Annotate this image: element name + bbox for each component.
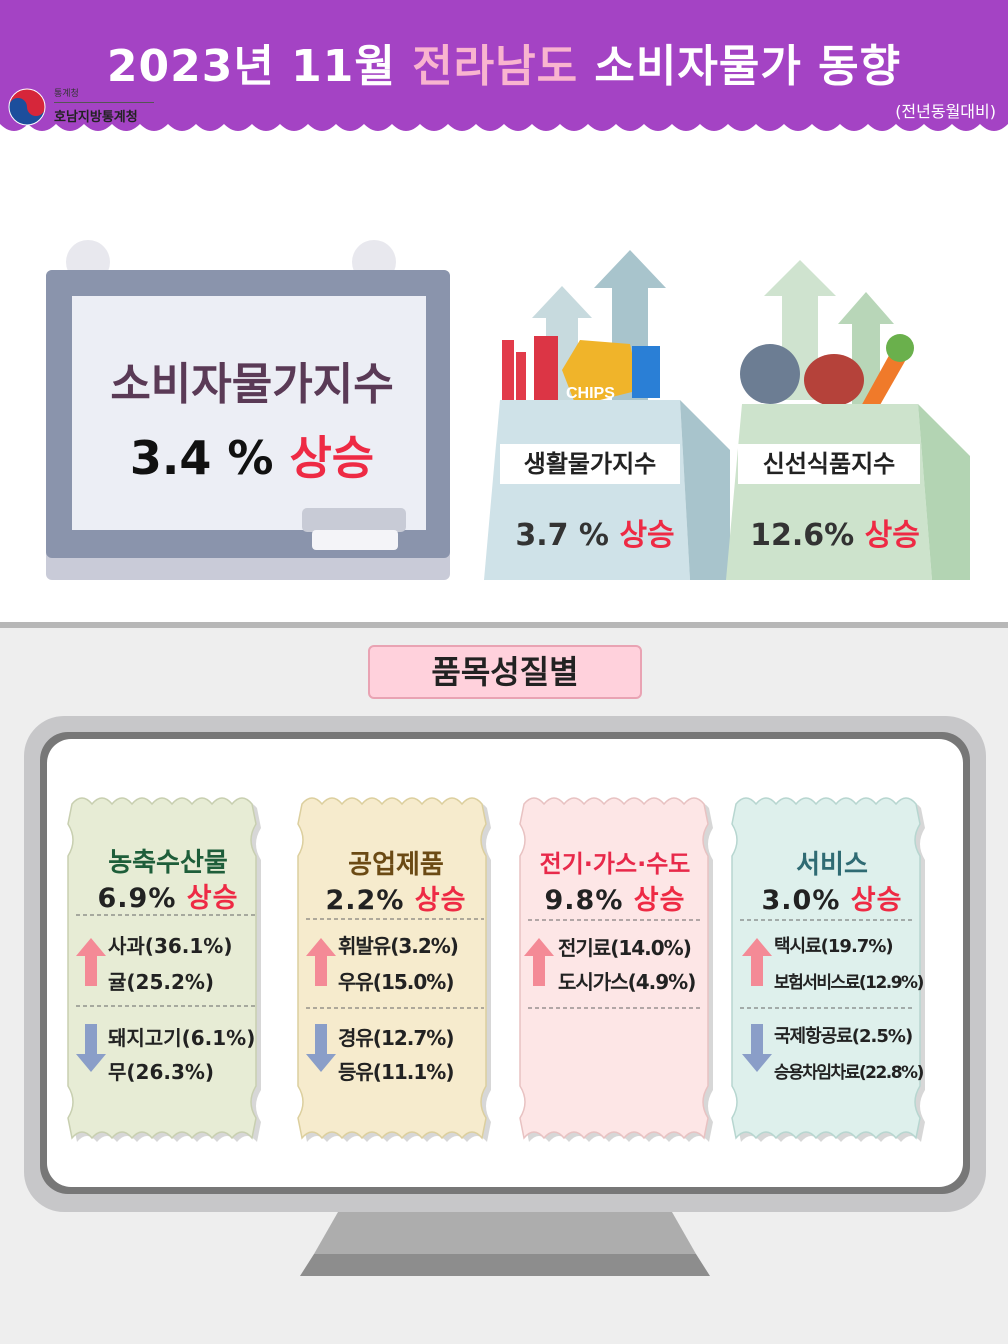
title-region: 전라남도 (412, 41, 579, 92)
rise-arrow-icon (742, 938, 772, 986)
category-name: 농축수산물 (108, 848, 228, 878)
category-name: 서비스 (796, 850, 868, 880)
fall-arrow-icon (742, 1024, 772, 1072)
rising-item: 귤(25.2%) (108, 970, 215, 994)
category-rate: 3.0% 상승 (761, 885, 903, 916)
rise-arrow-icon (306, 938, 336, 986)
falling-item: 무(26.3%) (108, 1060, 215, 1084)
living-cpi-value: 3.7 % 상승 (515, 518, 675, 553)
falling-item: 승용차임차료(22.8%) (774, 1063, 924, 1083)
rising-item: 도시가스(4.9%) (558, 970, 696, 994)
category-name: 전기·가스·수도 (539, 850, 691, 878)
category-name: 공업제품 (348, 850, 444, 880)
taegeuk-logo-icon (8, 88, 46, 126)
logo-divider (54, 102, 154, 103)
falling-item: 돼지고기(6.1%) (108, 1026, 256, 1050)
header-background (0, 0, 1008, 131)
chips-label: CHIPS (566, 385, 615, 402)
living-cpi-label: 생활물가지수 (500, 444, 680, 484)
rising-item: 보험서비스료(12.9%) (774, 973, 924, 993)
falling-item: 국제항공료(2.5%) (774, 1026, 913, 1047)
category-rate: 6.9% 상승 (97, 883, 239, 914)
category-rate: 2.2% 상승 (325, 885, 467, 916)
comparison-basis: (전년동월대비) (895, 102, 996, 121)
falling-item: 경유(12.7%) (338, 1026, 454, 1050)
card-separators (76, 914, 914, 1009)
fall-arrow-icon (306, 1024, 336, 1072)
living-cpi-direction: 상승 (619, 518, 675, 553)
rising-item: 전기료(14.0%) (558, 936, 692, 960)
fresh-food-direction: 상승 (864, 518, 920, 553)
cpi-label: 소비자물가지수 (110, 359, 394, 410)
rise-arrow-icon (76, 938, 106, 986)
section-divider (0, 622, 1008, 628)
whiteboard-illustration (46, 240, 450, 580)
rise-arrow-icon (524, 938, 554, 986)
cpi-value: 3.4 % 상승 (129, 431, 375, 485)
section-title: 품목성질별 (368, 645, 642, 699)
fresh-food-value: 12.6% 상승 (750, 518, 920, 553)
rising-item: 택시료(19.7%) (774, 936, 894, 957)
cpi-direction: 상승 (289, 431, 375, 485)
fall-arrow-icon (76, 1024, 106, 1072)
fresh-food-label: 신선식품지수 (738, 444, 920, 484)
rising-item: 우유(15.0%) (338, 970, 454, 994)
rising-item: 사과(36.1%) (108, 934, 233, 958)
header-banner: 2023년 11월 전라남도 소비자물가 동향 통계청 호남지방통계청 (전년동… (0, 0, 1008, 140)
logo-main-text: 호남지방통계청 (54, 110, 138, 125)
page-title: 2023년 11월 전라남도 소비자물가 동향 (106, 41, 902, 92)
falling-item: 등유(11.1%) (338, 1060, 454, 1084)
rising-item: 휘발유(3.2%) (338, 934, 459, 958)
logo-small-text: 통계청 (54, 89, 79, 99)
statistics-logo: 통계청 호남지방통계청 (8, 84, 158, 128)
category-rate: 9.8% 상승 (544, 885, 686, 916)
